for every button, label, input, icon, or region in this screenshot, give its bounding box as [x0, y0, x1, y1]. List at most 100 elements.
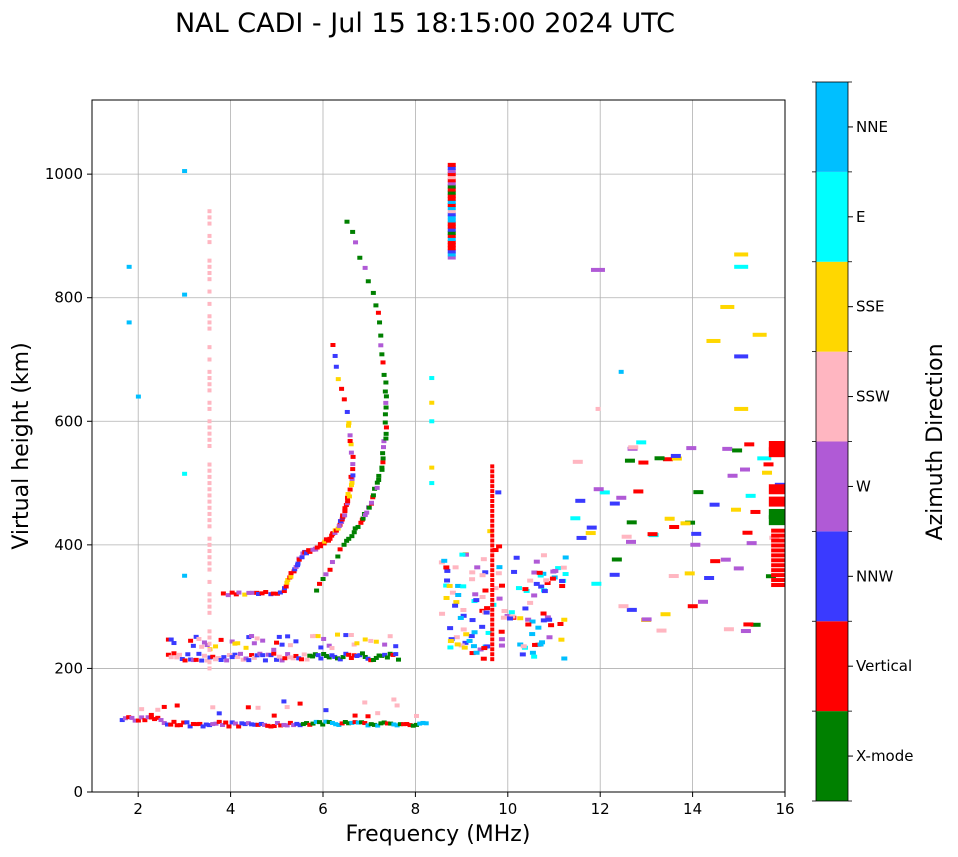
echo-mark: [490, 647, 495, 652]
echo-mark: [444, 578, 451, 583]
echo-mark: [618, 604, 629, 609]
echo-mark: [447, 181, 456, 186]
echo-mark: [626, 607, 637, 612]
echo-mark: [393, 652, 399, 657]
echo-mark: [492, 548, 499, 553]
echo-mark: [490, 479, 495, 484]
echo-mark: [329, 653, 335, 658]
echo-mark: [447, 199, 456, 204]
echo-mark: [490, 503, 495, 508]
echo-mark: [382, 420, 388, 425]
echo-mark: [126, 264, 132, 269]
echo-mark: [490, 657, 495, 662]
y-tick-label: 800: [54, 289, 83, 307]
echo-mark: [704, 576, 715, 581]
echo-mark: [318, 656, 324, 661]
echo-mark: [357, 255, 363, 260]
echo-mark: [638, 460, 649, 465]
echo-mark: [490, 563, 495, 568]
echo-mark: [490, 469, 495, 474]
y-axis-ticks: 0 200 400 600 800 1000: [45, 165, 92, 801]
echo-mark: [341, 397, 347, 402]
echo-mark: [768, 508, 785, 519]
echo-mark: [301, 652, 307, 657]
echo-mark: [233, 592, 239, 597]
echo-mark: [745, 493, 756, 498]
echo-mark: [310, 721, 316, 726]
echo-mark: [498, 629, 505, 634]
echo-mark: [522, 606, 529, 611]
echo-mark: [734, 354, 749, 359]
colorbar-label-item: NNW: [856, 567, 893, 585]
echo-mark: [362, 513, 368, 518]
echo-mark: [204, 643, 210, 648]
echo-mark: [463, 632, 470, 637]
echo-mark: [366, 505, 372, 510]
echo-mark: [447, 184, 456, 189]
echo-mark: [346, 420, 352, 425]
echo-mark: [452, 603, 459, 608]
echo-mark: [395, 657, 401, 662]
echo-mark: [321, 651, 327, 656]
echo-mark: [285, 578, 291, 583]
echo-mark: [155, 707, 161, 712]
echo-mark: [668, 574, 679, 579]
echo-mark: [444, 568, 451, 573]
echo-mark: [282, 656, 288, 661]
echo-mark: [447, 172, 456, 177]
echo-mark: [559, 579, 566, 584]
echo-mark: [457, 615, 464, 620]
echo-mark: [500, 615, 507, 620]
echo-mark: [207, 289, 212, 294]
echo-mark: [693, 490, 704, 495]
echo-mark: [168, 655, 174, 660]
echo-mark: [495, 490, 502, 495]
echo-mark: [490, 652, 495, 657]
echo-mark: [368, 658, 374, 663]
echo-mark: [323, 653, 329, 658]
echo-mark: [490, 568, 495, 573]
echo-mark: [684, 571, 695, 576]
echo-mark: [327, 567, 333, 572]
echo-mark: [304, 657, 310, 662]
echo-mark: [391, 697, 397, 702]
echo-mark: [333, 528, 339, 533]
echo-mark: [593, 487, 604, 492]
echo-mark: [243, 656, 249, 661]
echo-mark: [447, 224, 456, 229]
echo-mark: [164, 722, 170, 727]
echo-mark: [490, 607, 495, 612]
echo-mark: [219, 722, 225, 727]
echo-mark: [330, 343, 336, 348]
echo-mark: [223, 720, 229, 725]
echo-mark: [495, 571, 502, 576]
echo-mark: [224, 658, 230, 663]
echo-mark: [188, 638, 194, 643]
echo-mark: [207, 419, 212, 424]
echo-mark: [350, 473, 356, 478]
echo-mark: [207, 357, 212, 362]
echo-mark: [346, 423, 352, 428]
echo-mark: [200, 724, 206, 729]
echo-mark: [768, 441, 785, 451]
echo-mark: [365, 714, 371, 719]
echo-mark: [765, 574, 776, 579]
echo-mark: [540, 618, 547, 623]
echo-mark: [281, 589, 287, 594]
echo-mark: [207, 468, 212, 473]
echo-mark: [354, 653, 360, 658]
echo-mark: [490, 558, 495, 563]
echo-mark: [469, 651, 476, 656]
echo-mark: [347, 433, 353, 438]
echo-mark: [207, 518, 212, 523]
echo-mark: [531, 570, 538, 575]
echo-mark: [536, 570, 543, 575]
echo-mark: [258, 721, 264, 726]
echo-mark: [384, 721, 390, 726]
echo-mark: [490, 498, 495, 503]
echo-mark: [691, 531, 702, 536]
echo-mark: [207, 437, 212, 442]
echo-mark: [515, 586, 522, 591]
echo-mark: [414, 722, 420, 727]
echo-mark: [727, 473, 738, 478]
